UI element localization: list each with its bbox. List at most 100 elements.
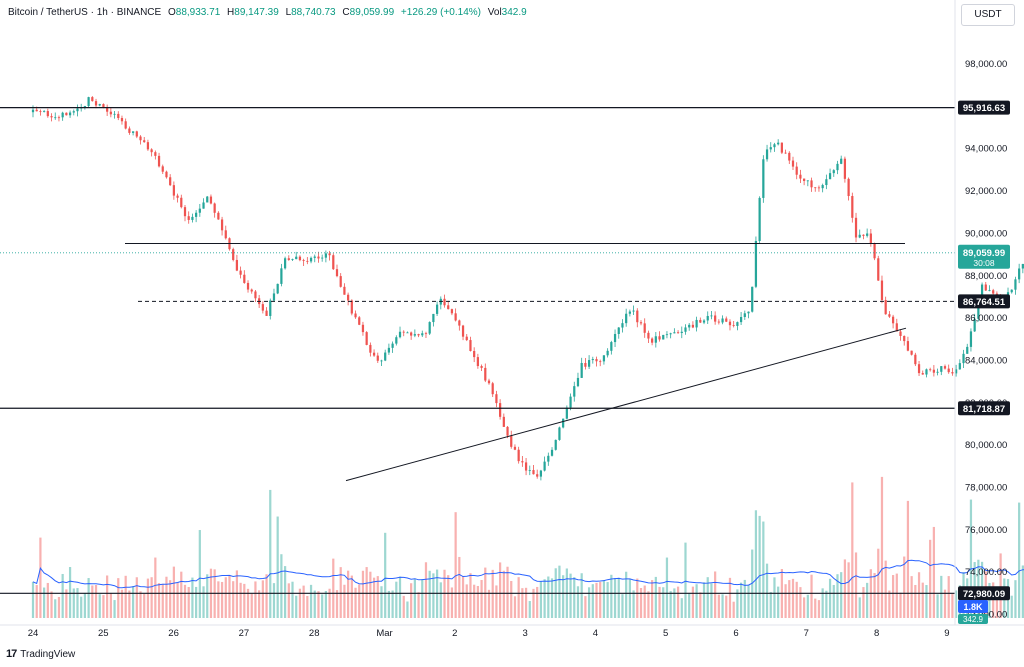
volume-bar	[814, 598, 817, 618]
candle-body	[925, 369, 928, 375]
candle-body	[691, 324, 695, 328]
volume-ma-line	[32, 559, 1024, 589]
volume-bar	[543, 579, 546, 618]
candle-body	[313, 256, 316, 258]
candle-body	[117, 113, 120, 119]
countdown-label: 30:08	[973, 258, 995, 268]
volume-bar	[895, 573, 898, 618]
currency-button[interactable]: USDT	[961, 4, 1015, 26]
candle-body	[676, 332, 680, 334]
volume-bar	[721, 594, 724, 618]
candle-body	[721, 318, 724, 323]
volume-bar	[54, 599, 57, 618]
volume-bar	[936, 594, 939, 618]
volume-bar	[191, 577, 194, 618]
volume-bar	[714, 571, 717, 618]
candle-body	[758, 197, 761, 241]
volume-bar	[50, 591, 53, 618]
candle-body	[795, 166, 798, 175]
volume-bar	[639, 588, 643, 618]
volume-bar	[113, 600, 116, 618]
volume-bar	[691, 586, 695, 618]
candle-body	[57, 117, 61, 119]
candle-body	[736, 322, 739, 326]
volume-bar	[914, 584, 917, 618]
y-tick-label: 94,000.00	[965, 144, 1007, 155]
volume-bar	[643, 585, 646, 618]
candle-body	[39, 111, 42, 113]
candle-body	[903, 335, 906, 342]
candle-body	[895, 323, 898, 332]
candle-body	[421, 333, 424, 336]
candle-body	[76, 108, 79, 112]
volume-bar	[547, 576, 550, 618]
volume-bar	[988, 582, 991, 618]
volume-bar	[884, 560, 887, 618]
volume-bar	[269, 489, 272, 618]
candle-body	[384, 352, 387, 361]
candle-body	[220, 219, 224, 231]
volume-bar	[380, 586, 383, 618]
volume-bar	[628, 578, 631, 618]
close-label: C	[342, 7, 350, 18]
volume-bar	[851, 482, 854, 618]
candle-body	[814, 187, 817, 189]
candle-body	[988, 290, 991, 292]
candle-body	[143, 140, 146, 143]
volume-bar	[947, 576, 950, 618]
candle-body	[651, 338, 654, 343]
brand-name: TradingView	[20, 648, 76, 660]
y-tick-label: 84,000.00	[965, 355, 1007, 366]
volume-bar	[317, 591, 320, 618]
high-value: 89,147.39	[234, 7, 279, 18]
candle-body	[821, 185, 824, 189]
volume-bar	[725, 595, 728, 618]
candle-body	[851, 196, 854, 218]
high-label: H	[227, 7, 235, 18]
candle-body	[484, 367, 487, 381]
y-tick-label: 78,000.00	[965, 483, 1007, 494]
volume-bar	[532, 588, 535, 618]
candle-body	[936, 371, 939, 373]
volume-bar	[217, 581, 220, 618]
volume-label: Vol	[487, 7, 502, 18]
candle-body	[50, 116, 53, 118]
volume-bar	[873, 573, 876, 618]
candle-body	[157, 155, 161, 167]
candle-body	[639, 322, 643, 324]
candle-body	[569, 396, 572, 408]
volume-bar	[350, 575, 353, 618]
candle-body	[83, 106, 87, 108]
candle-body	[447, 305, 450, 310]
volume-bar	[354, 587, 357, 618]
candle-body	[172, 185, 175, 196]
level-price-label: 86,764.51	[963, 297, 1006, 308]
volume-bar	[476, 585, 479, 618]
candle-body	[306, 260, 309, 262]
volume-bar	[773, 577, 776, 618]
candle-body	[521, 461, 524, 463]
low-label: L	[285, 7, 292, 18]
volume-bar	[591, 584, 594, 618]
candle-body	[402, 331, 405, 333]
volume-bar	[803, 597, 806, 618]
volume-bar	[684, 542, 687, 618]
volume-bar	[220, 581, 224, 618]
x-tick-label: 8	[874, 628, 879, 639]
candle-body	[365, 332, 368, 345]
candle-body	[866, 233, 869, 236]
volume-bar	[550, 578, 554, 618]
volume-bar	[72, 588, 75, 618]
candle-body	[454, 313, 457, 321]
candle-body	[347, 294, 350, 301]
volume-bar	[940, 575, 943, 618]
volume-bar	[836, 574, 839, 618]
candle-body	[169, 177, 172, 186]
candle-body	[828, 173, 832, 180]
volume-bar	[272, 583, 276, 618]
volume-bar	[261, 580, 264, 618]
volume-bar	[710, 583, 713, 618]
volume-bar	[169, 580, 172, 618]
volume-bar	[198, 530, 201, 618]
